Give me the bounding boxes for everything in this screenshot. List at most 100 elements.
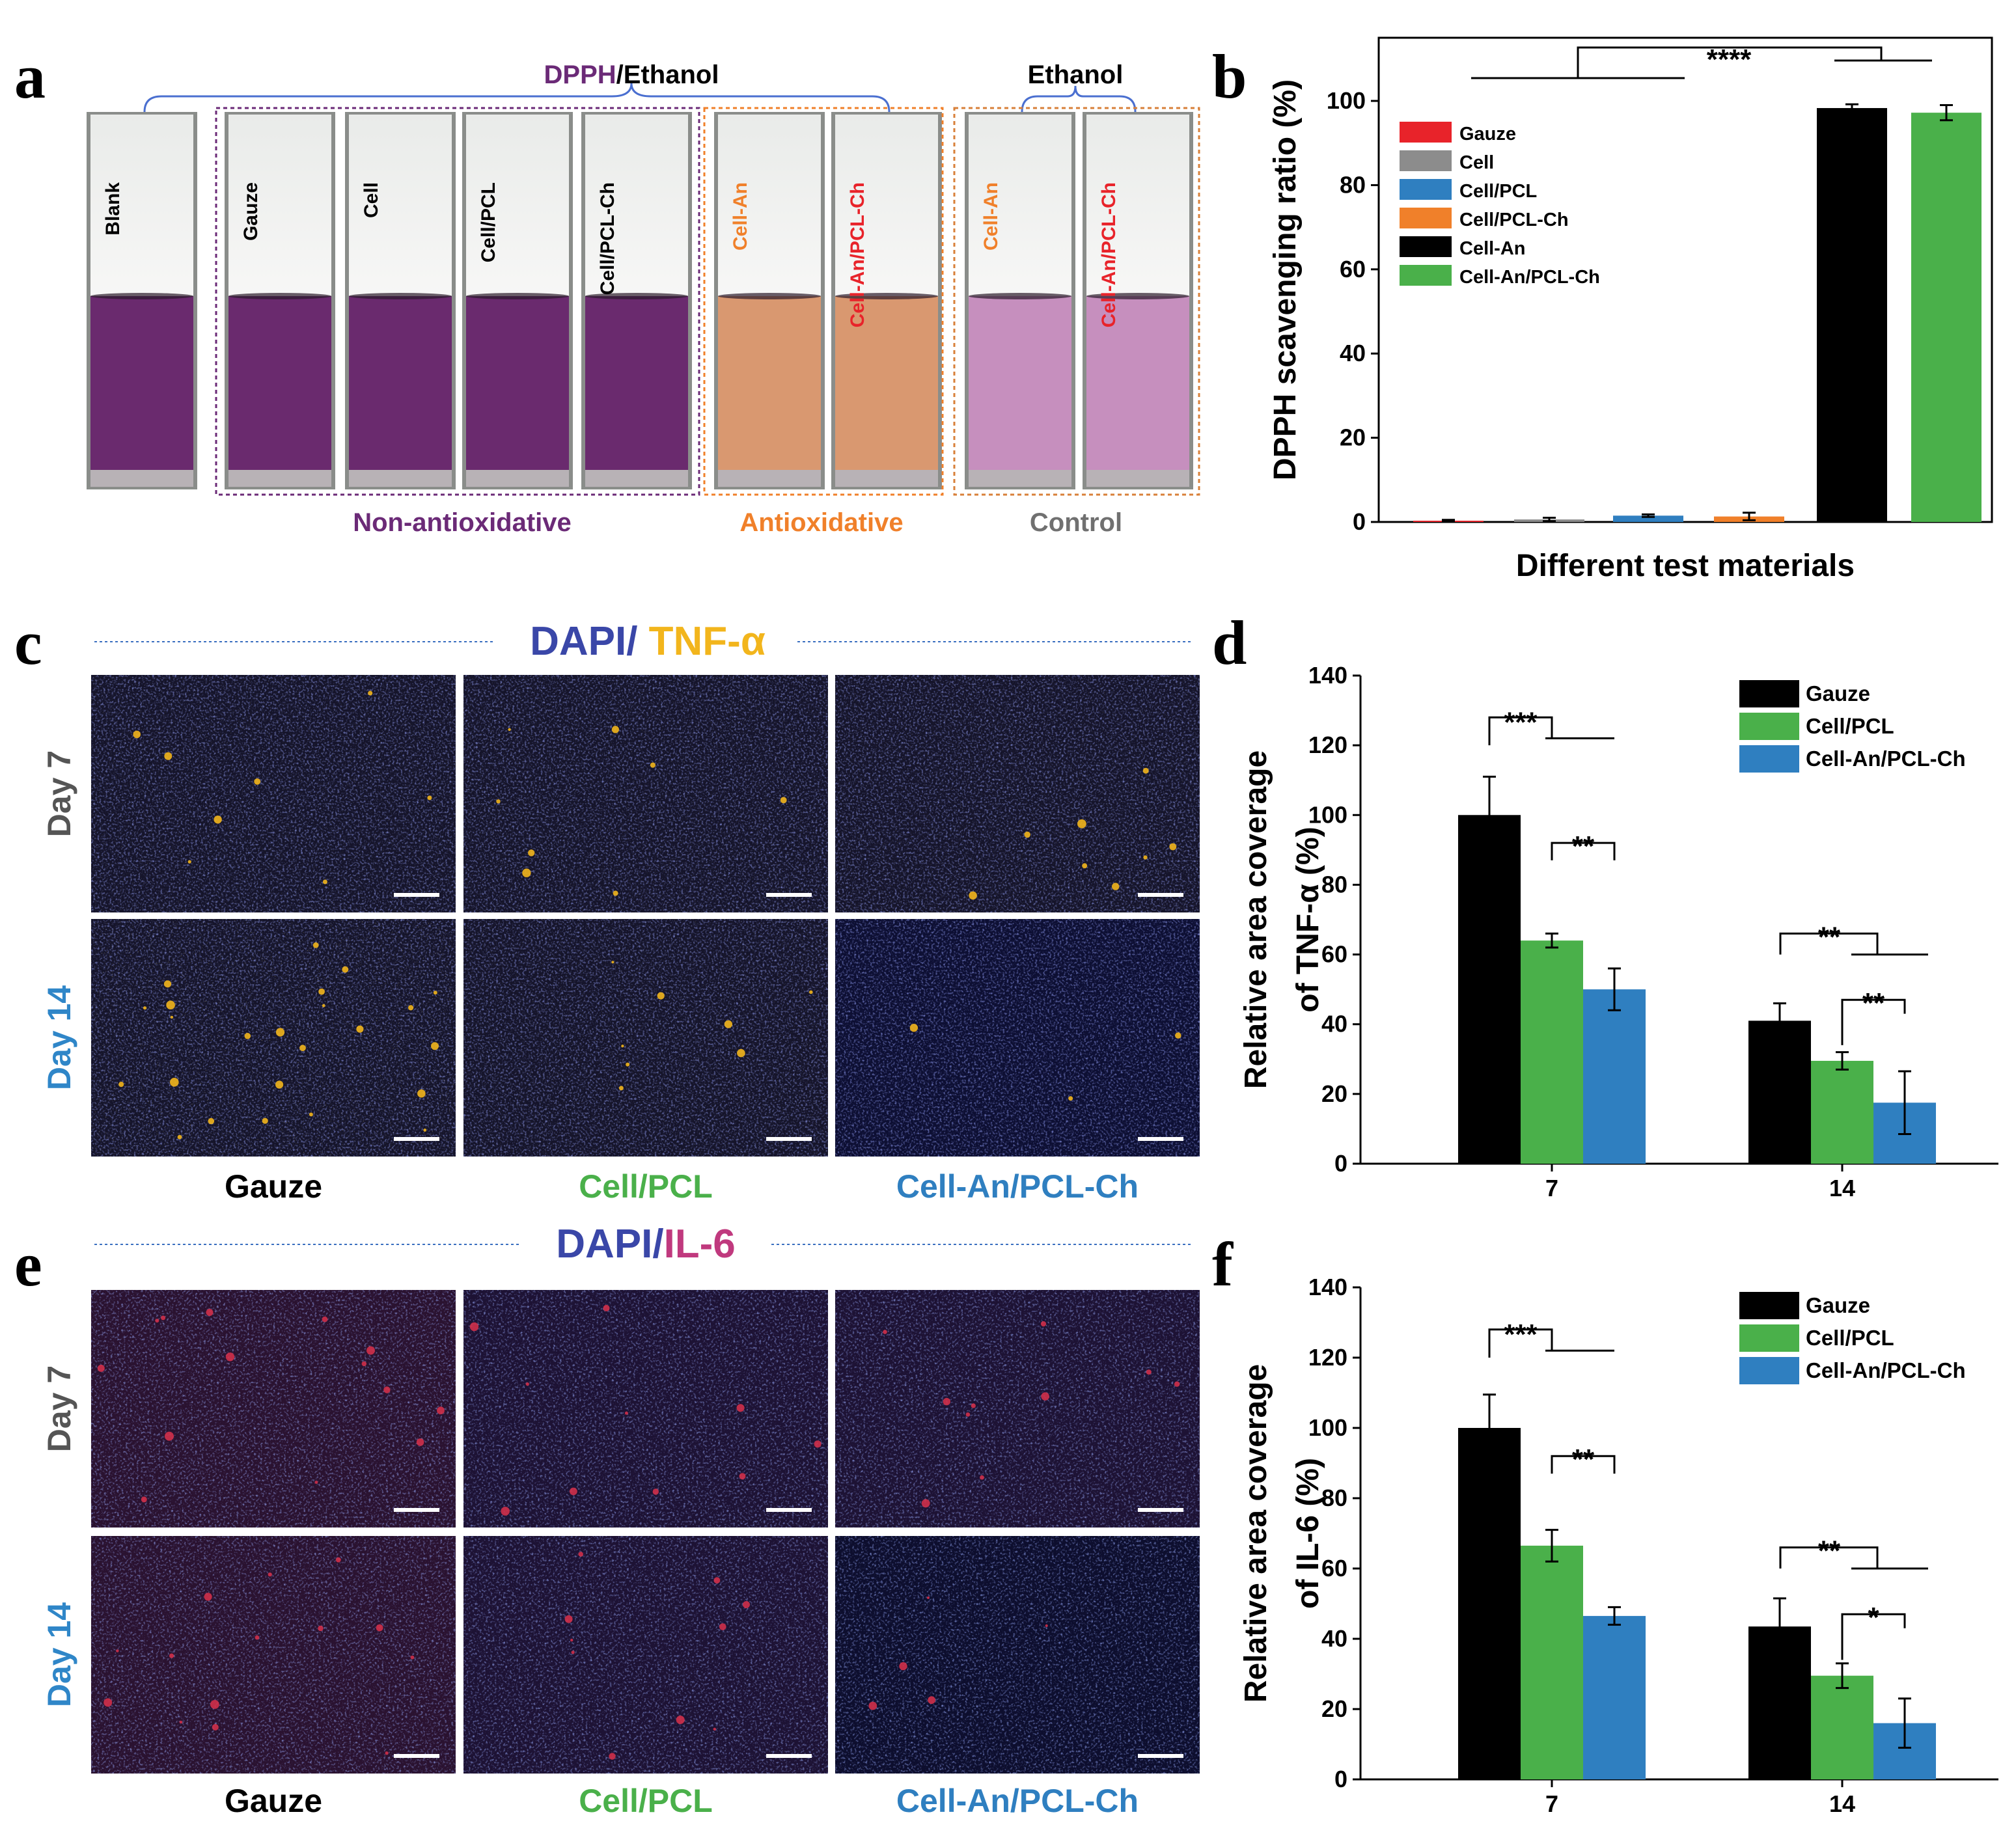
tnf-positive-spot [254, 778, 261, 785]
tnf-positive-spot [969, 891, 977, 900]
il6-positive-spot [943, 1397, 951, 1406]
micrograph-grid-e: Day 7 Day 14 Gauze Cell/PCL Cell-An/PCL-Ch [41, 1290, 1200, 1819]
vial-label-cell-pcl: Cell/PCL [478, 182, 499, 262]
il6-positive-spot [1040, 1321, 1047, 1327]
micrograph-day-7-cell-an-pcl-ch [835, 675, 1200, 912]
sig-bracket [1577, 46, 1883, 78]
y-tick-label: 40 [1321, 1625, 1347, 1652]
tnf-positive-spot [528, 849, 535, 856]
x-tick-label-7: 7 [1545, 1790, 1558, 1817]
column-label-gauze: Gauze [225, 1168, 322, 1205]
vial-row: Blank Gauze Cell Cell/PCL Cell/PCL-Ch Cell-An… [87, 112, 1193, 489]
il6-positive-spot [921, 1499, 930, 1508]
tnf-positive-spot [170, 1078, 179, 1087]
tnf-texture [91, 675, 456, 912]
tnf-positive-spot [613, 890, 618, 896]
il6-positive-spot [268, 1572, 272, 1577]
bar-gauze-day-7 [1458, 815, 1521, 1164]
tnf-positive-spot [650, 762, 656, 768]
micrograph-day-14-gauze [91, 1536, 456, 1774]
y-tick-label: 60 [1340, 256, 1366, 282]
tnf-positive-spot [312, 942, 319, 948]
y-tick-label: 100 [1308, 1414, 1347, 1441]
legend-swatch-gauze [1400, 122, 1452, 143]
il6-positive-spot [385, 1751, 389, 1755]
group-label-antioxidative: Antioxidative [739, 508, 903, 537]
sig-bracket-3 [1779, 1546, 1879, 1569]
tnf-positive-spot [522, 868, 531, 877]
sig-bracket-2 [1551, 1455, 1616, 1474]
control-box [953, 107, 1200, 496]
panel-letter-d: d [1212, 608, 1247, 678]
panel-letter-c: c [14, 608, 42, 678]
il6-positive-spot [564, 1615, 573, 1623]
y-axis-title-line2: of IL-6 (%) [1291, 1458, 1325, 1609]
il6-positive-spot [676, 1716, 685, 1724]
il6-positive-spot [116, 1649, 119, 1652]
legend-swatch-cell-pcl [1400, 179, 1452, 200]
legend-label-cell-pcl: Cell/PCL [1806, 714, 1894, 738]
micrograph-day-7-cell-pcl [463, 1290, 828, 1528]
x-axis-title: Different test materials [1516, 549, 1855, 583]
significance-label-2: ** [1572, 830, 1595, 862]
il6-positive-spot [335, 1557, 341, 1563]
ethanol-title: Ethanol [1028, 61, 1124, 89]
y-tick-label: 140 [1308, 662, 1347, 689]
bar-cell-pcl-day-7 [1521, 940, 1583, 1164]
significance-label-3: ** [1818, 1535, 1841, 1567]
vial-8: Cell-An [965, 112, 1075, 489]
micrograph-day-7-cell-pcl [463, 675, 828, 912]
legend-swatch-cell-an [1400, 236, 1452, 257]
legend-swatch-gauze [1739, 1292, 1799, 1319]
vial-liquid [969, 296, 1071, 470]
chart-d: 0 20 40 60 80 100 120 140 Relative area coverage… [1239, 662, 1998, 1201]
panel-f: f 0 20 40 60 80 100 120 140 Relative area covera… [1212, 1229, 1998, 1817]
bar-gauze-day-7 [1458, 1428, 1521, 1779]
significance-label-1: *** [1504, 706, 1538, 738]
il6-positive-spot [437, 1406, 445, 1415]
tnf-positive-spot [275, 1028, 285, 1037]
vial-meniscus [349, 293, 452, 299]
tnf-positive-spot [508, 728, 511, 732]
row-label-day-7: Day 7 [41, 1365, 77, 1452]
micrograph-day-7-cell-an-pcl-ch [835, 1290, 1200, 1528]
tnf-positive-spot [322, 879, 327, 884]
panel-letter-b: b [1212, 42, 1247, 111]
micrograph-day-7-gauze [91, 675, 456, 912]
il6-positive-spot [570, 1487, 577, 1496]
il6-positive-spot [206, 1309, 214, 1316]
panel-letter-e: e [14, 1229, 42, 1299]
il6-positive-spot [366, 1346, 375, 1355]
il6-positive-spot [965, 1412, 971, 1417]
legend-label-cell: Cell [1459, 152, 1494, 173]
plot-frame [1377, 36, 1993, 523]
tnf-positive-spot [408, 1005, 414, 1011]
il6-positive-spot [739, 1473, 746, 1480]
micrograph-day-14-cell-an-pcl-ch [835, 1536, 1200, 1774]
vial-meniscus [228, 293, 331, 299]
y-tick-label: 120 [1308, 732, 1347, 758]
tnf-positive-spot [244, 1033, 251, 1039]
il6-positive-spot [570, 1638, 573, 1642]
vial-7: Cell-An/PCL-Ch [831, 112, 942, 489]
sig-bracket-4 [1841, 1613, 1906, 1660]
nuclei-texture [463, 1536, 828, 1774]
chart-b: 0 20 40 60 80 100 DPPH scavenging ratio (%) Dif… [1268, 36, 1993, 583]
row-label-day-14: Day 14 [41, 1602, 77, 1707]
il6-positive-spot [1174, 1381, 1180, 1387]
il6-positive-spot [743, 1601, 750, 1608]
vial-2: Gauze [225, 112, 335, 489]
significance-label-4: ** [1862, 987, 1885, 1019]
vial-glass [466, 115, 569, 296]
micrograph-day-7-gauze [91, 1290, 456, 1528]
vial-liquid [466, 296, 569, 470]
legend-swatch-cell [1400, 150, 1452, 171]
legend-label-cell-an: Cell-An [1459, 238, 1526, 259]
vial-meniscus [585, 293, 688, 299]
il6-positive-spot [609, 1753, 616, 1760]
legend-label-gauze: Gauze [1806, 681, 1870, 706]
vial-6: Cell-An [714, 112, 825, 489]
vial-base [466, 470, 569, 487]
tnf-positive-spot [177, 1134, 182, 1140]
